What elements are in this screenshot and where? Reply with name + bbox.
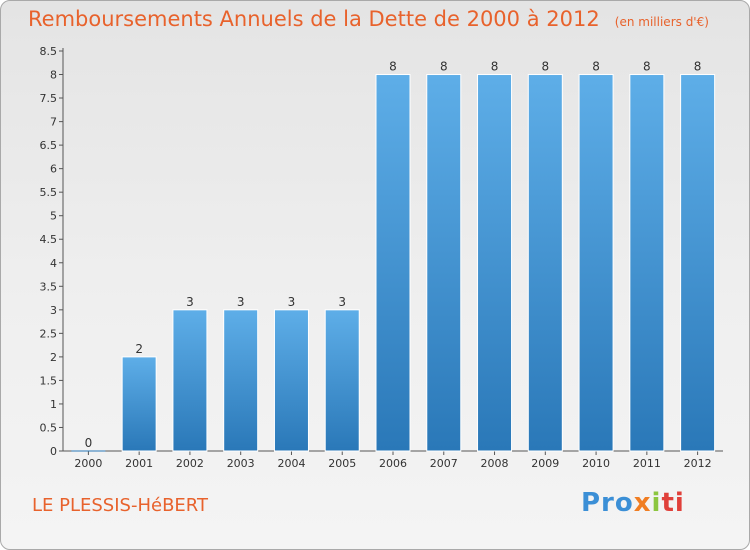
bar-2010 xyxy=(578,74,614,452)
bar-2002 xyxy=(172,309,208,452)
bar-2001 xyxy=(121,356,157,452)
y-tick-label: 2.5 xyxy=(40,327,58,340)
bar-2009 xyxy=(527,74,563,452)
data-label-2004: 3 xyxy=(288,295,296,309)
x-tick-label: 2007 xyxy=(430,457,458,470)
x-tick-label: 2000 xyxy=(74,457,102,470)
x-tick-label: 2006 xyxy=(379,457,407,470)
y-tick-label: 0 xyxy=(50,445,57,458)
y-tick-label: 6.5 xyxy=(40,139,58,152)
title-unit: (en milliers d'€) xyxy=(614,15,709,29)
x-tick-label: 2009 xyxy=(531,457,559,470)
y-tick-label: 7.5 xyxy=(40,92,58,105)
x-tick-label: 2010 xyxy=(582,457,610,470)
commune-name: LE PLESSIS-HéBERT xyxy=(32,495,208,516)
x-tick-label: 2001 xyxy=(125,457,153,470)
data-label-2008: 8 xyxy=(491,60,499,74)
y-tick-label: 6 xyxy=(50,163,57,176)
bar-2007 xyxy=(426,74,462,452)
x-tick-label: 2004 xyxy=(277,457,305,470)
y-tick-label: 8 xyxy=(50,69,57,82)
bar-2012 xyxy=(680,74,716,452)
bar-2005 xyxy=(324,309,360,452)
data-label-2007: 8 xyxy=(440,60,448,74)
bar-2006 xyxy=(375,74,411,452)
data-labels: 0 2 3 3 3 3 8 8 8 8 8 8 8 xyxy=(85,60,702,450)
data-label-2005: 3 xyxy=(338,295,346,309)
y-tick-label: 4 xyxy=(50,257,57,270)
x-tick-label: 2002 xyxy=(176,457,204,470)
y-tick-label: 4.5 xyxy=(40,233,58,246)
x-tick-label: 2008 xyxy=(481,457,509,470)
y-tick-label: 1 xyxy=(50,398,57,411)
x-tick-label: 2012 xyxy=(684,457,712,470)
data-label-2001: 2 xyxy=(135,342,143,356)
bar-2011 xyxy=(629,74,665,452)
bar-2008 xyxy=(477,74,513,452)
y-tick-label: 0.5 xyxy=(40,421,58,434)
y-tick-label: 2 xyxy=(50,351,57,364)
y-tick-label: 8.5 xyxy=(40,45,58,58)
title-text: Remboursements Annuels de la Dette de 20… xyxy=(28,7,600,31)
x-tick-label: 2011 xyxy=(633,457,661,470)
data-label-2003: 3 xyxy=(237,295,245,309)
data-label-2002: 3 xyxy=(186,295,194,309)
bar-2003 xyxy=(223,309,259,452)
proxiti-logo: Proxiti xyxy=(581,488,685,518)
data-label-2000: 0 xyxy=(85,436,93,450)
data-label-2010: 8 xyxy=(592,60,600,74)
y-tick-label: 5 xyxy=(50,210,57,223)
bars xyxy=(71,74,716,452)
x-tick-label: 2005 xyxy=(328,457,356,470)
bar-2004 xyxy=(273,309,309,452)
x-tick-label: 2003 xyxy=(227,457,255,470)
y-tick-label: 1.5 xyxy=(40,374,58,387)
y-tick-label: 3.5 xyxy=(40,280,58,293)
data-label-2006: 8 xyxy=(389,60,397,74)
data-label-2009: 8 xyxy=(541,60,549,74)
data-label-2011: 8 xyxy=(643,60,651,74)
chart-title: Remboursements Annuels de la Dette de 20… xyxy=(28,7,709,31)
data-label-2012: 8 xyxy=(694,60,702,74)
y-tick-label: 7 xyxy=(50,116,57,129)
axes: 0 0.5 1 1.5 2 2.5 3 3.5 4 4.5 5 5.5 6 6.5 7 7.5 8 8.5 2000… xyxy=(40,45,723,470)
y-tick-label: 3 xyxy=(50,304,57,317)
y-tick-label: 5.5 xyxy=(40,186,58,199)
